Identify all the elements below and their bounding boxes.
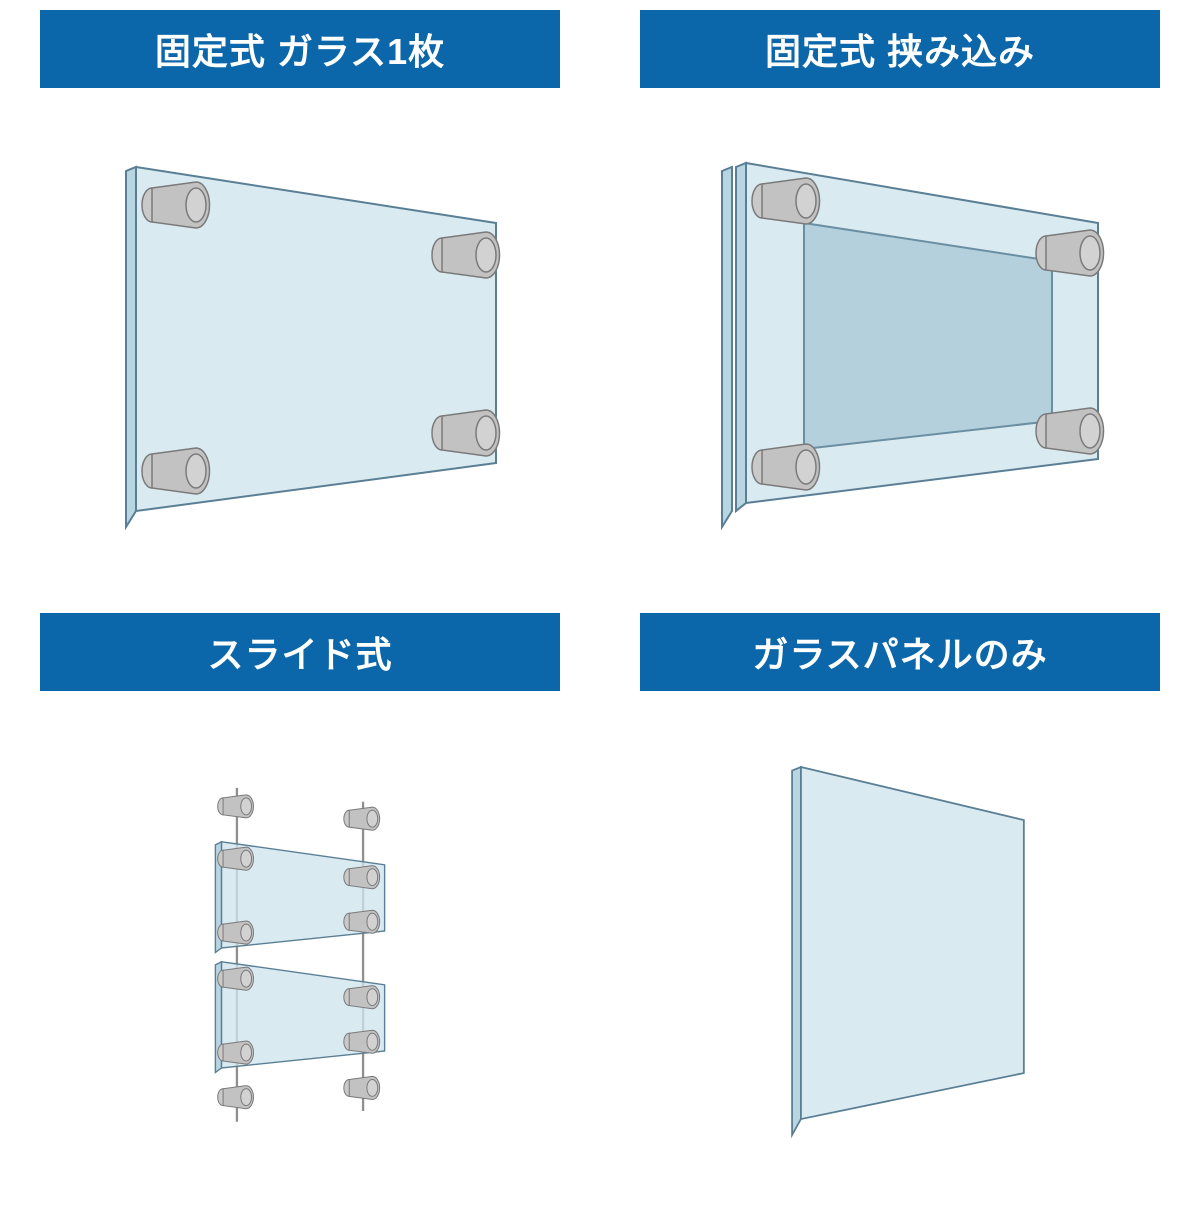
- illus-fixed-single: [20, 104, 580, 593]
- cell-fixed-sandwich: 固定式 挟み込み: [600, 0, 1200, 603]
- cell-slide: スライド式: [0, 603, 600, 1205]
- illus-fixed-sandwich: [620, 104, 1180, 593]
- label-slide: スライド式: [40, 613, 560, 691]
- cell-panel-only: ガラスパネルのみ: [600, 603, 1200, 1205]
- label-fixed-sandwich: 固定式 挟み込み: [640, 10, 1160, 88]
- panel-grid: 固定式 ガラス1枚: [0, 0, 1200, 1205]
- illus-slide: [20, 707, 580, 1196]
- cell-fixed-single: 固定式 ガラス1枚: [0, 0, 600, 603]
- illus-panel-only: [620, 707, 1180, 1196]
- label-fixed-single: 固定式 ガラス1枚: [40, 10, 560, 88]
- label-panel-only: ガラスパネルのみ: [640, 613, 1160, 691]
